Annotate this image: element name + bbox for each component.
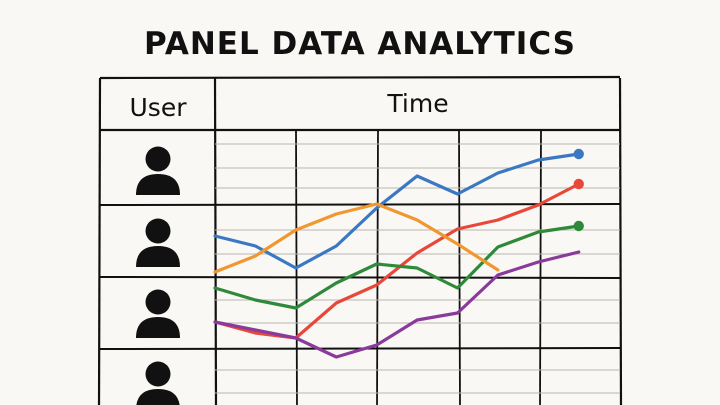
user-column-header: User xyxy=(130,93,188,122)
table-top-border xyxy=(99,75,621,80)
time-column-header: Time xyxy=(386,89,448,118)
person-silhouette-icon xyxy=(136,289,180,338)
series-endpoint-marker xyxy=(573,148,584,160)
time-column-divider xyxy=(458,129,461,405)
series-line xyxy=(213,202,500,274)
series-line xyxy=(213,152,581,270)
user-time-divider xyxy=(213,77,218,405)
series-line xyxy=(213,224,581,310)
table-header: User Time xyxy=(130,89,449,122)
person-silhouette-icon xyxy=(136,218,180,267)
table-left-border xyxy=(97,77,102,405)
series-line xyxy=(213,182,581,340)
series-endpoint-marker xyxy=(573,178,584,190)
row-divider xyxy=(99,203,621,206)
series-line xyxy=(213,250,581,359)
series-endpoint-marker xyxy=(573,220,584,232)
user-icons xyxy=(136,146,180,405)
person-silhouette-icon xyxy=(136,146,180,195)
row-divider xyxy=(99,276,621,279)
time-column-divider xyxy=(539,129,542,405)
table-grid xyxy=(97,75,623,405)
time-column-divider xyxy=(376,129,379,405)
page-title: PANEL DATA ANALYTICS xyxy=(143,26,576,62)
table-right-border xyxy=(618,77,623,405)
time-column-divider xyxy=(295,129,298,405)
series-lines xyxy=(213,148,584,359)
person-silhouette-icon xyxy=(136,361,180,405)
